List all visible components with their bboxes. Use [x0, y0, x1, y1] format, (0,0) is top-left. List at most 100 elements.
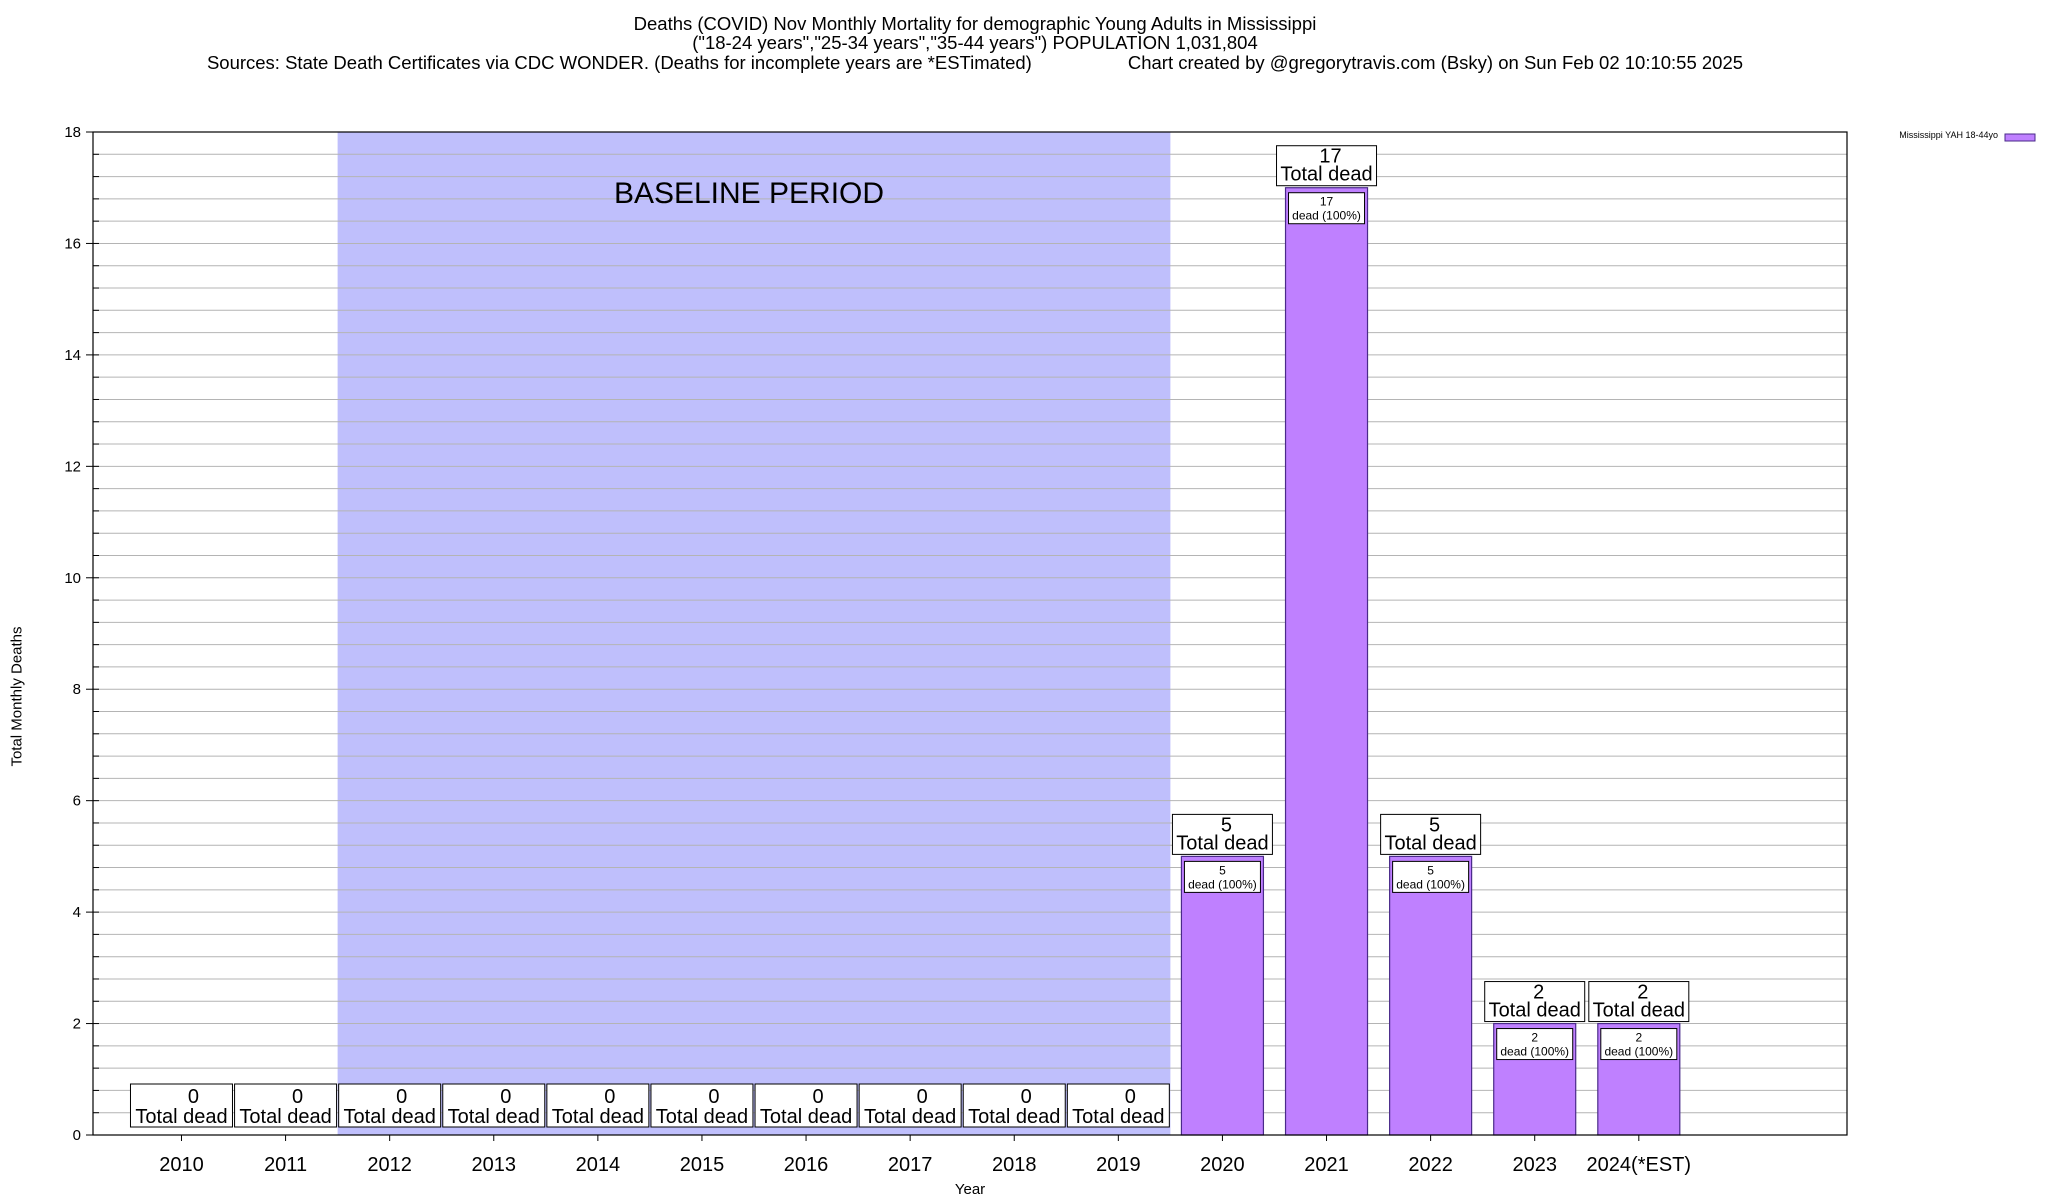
bar-segment-label-box	[1183, 860, 1261, 893]
y-tick-label: 14	[64, 347, 81, 364]
total-value: 0	[604, 1086, 615, 1108]
bar-segment-label-box	[1600, 1028, 1678, 1061]
bar	[1389, 855, 1473, 1136]
total-label-box	[442, 1083, 546, 1128]
x-tick-label: 2012	[367, 1154, 412, 1176]
x-tick-label: 2024(*EST)	[1587, 1154, 1692, 1176]
total-label: Total dead	[239, 1106, 331, 1128]
x-tick-label: 2023	[1512, 1154, 1557, 1176]
total-value: 2	[1533, 982, 1544, 1004]
total-label-box	[338, 1083, 442, 1128]
total-label: Total dead	[1072, 1106, 1164, 1128]
y-tick-label: 16	[64, 235, 81, 252]
total-label-box	[129, 1083, 233, 1128]
baseline-period-label: BASELINE PERIOD	[614, 177, 884, 210]
y-axis-label: Total Monthly Deaths	[8, 626, 26, 767]
total-label: Total dead	[968, 1106, 1060, 1128]
legend-label: Mississippi YAH 18-44yo	[1899, 130, 1998, 140]
total-value: 0	[812, 1086, 823, 1108]
total-label: Total dead	[1593, 1000, 1685, 1022]
total-value: 0	[292, 1086, 303, 1108]
baseline-period-region	[337, 132, 1171, 1135]
bar-segment-value: 5	[1427, 863, 1434, 877]
total-label-box	[546, 1083, 650, 1128]
total-value: 0	[708, 1086, 719, 1108]
total-value: 0	[188, 1086, 199, 1108]
total-label: Total dead	[344, 1106, 436, 1128]
total-value: 2	[1637, 982, 1648, 1004]
bar-segment-label: dead (100%)	[1500, 1045, 1569, 1059]
bar-segment-label: dead (100%)	[1396, 877, 1465, 891]
total-label-box	[962, 1083, 1066, 1128]
plot-frame	[92, 131, 1848, 1136]
y-tick-label: 8	[73, 681, 81, 698]
total-label: Total dead	[448, 1106, 540, 1128]
x-tick-label: 2013	[472, 1154, 517, 1176]
bar-segment-label-box	[1496, 1028, 1574, 1061]
total-value: 5	[1221, 814, 1232, 836]
bar-segment-value: 2	[1635, 1031, 1642, 1045]
total-label: Total dead	[552, 1106, 644, 1128]
chart-subtitle: ("18-24 years","25-34 years","35-44 year…	[692, 32, 1258, 53]
bar-segment-label: dead (100%)	[1188, 877, 1257, 891]
total-label: Total dead	[1384, 832, 1476, 854]
total-label-box	[858, 1083, 962, 1128]
bar-segment-label-box	[1392, 860, 1470, 893]
x-tick-label: 2014	[576, 1154, 621, 1176]
x-tick-label: 2017	[888, 1154, 933, 1176]
total-label: Total dead	[864, 1106, 956, 1128]
total-label: Total dead	[760, 1106, 852, 1128]
y-tick-label: 0	[73, 1127, 81, 1144]
total-value: 0	[396, 1086, 407, 1108]
x-tick-label: 2020	[1200, 1154, 1245, 1176]
x-tick-label: 2010	[159, 1154, 204, 1176]
y-tick-label: 6	[73, 793, 81, 810]
total-label: Total dead	[1280, 164, 1372, 186]
bar-segment-value: 17	[1320, 195, 1334, 209]
bar	[1284, 187, 1369, 1136]
total-label: Total dead	[1489, 1000, 1581, 1022]
total-label-box	[650, 1083, 754, 1128]
y-tick-label: 12	[64, 458, 81, 475]
x-axis-label: Year	[954, 1181, 986, 1198]
x-tick-label: 2018	[992, 1154, 1037, 1176]
bar-segment-value: 2	[1531, 1031, 1538, 1045]
x-tick-label: 2011	[264, 1154, 307, 1176]
x-tick-label: 2022	[1408, 1154, 1453, 1176]
x-tick-label: 2019	[1096, 1154, 1141, 1176]
total-value: 0	[1125, 1086, 1136, 1108]
y-tick-label: 18	[64, 124, 81, 141]
x-tick-label: 2021	[1304, 1154, 1349, 1176]
bar-segment-label: dead (100%)	[1292, 209, 1361, 223]
total-value: 0	[1021, 1086, 1032, 1108]
total-value: 0	[917, 1086, 928, 1108]
legend-swatch	[2004, 133, 2036, 142]
chart-sources-line: Sources: State Death Certificates via CD…	[0, 53, 1950, 73]
total-value: 17	[1319, 146, 1341, 168]
total-label: Total dead	[656, 1106, 748, 1128]
y-tick-label: 10	[64, 570, 81, 587]
bar	[1180, 855, 1265, 1136]
y-tick-label: 4	[73, 904, 81, 921]
bar-segment-value: 5	[1219, 863, 1226, 877]
bar-segment-label-box	[1288, 192, 1366, 225]
total-label-box	[1484, 981, 1586, 1023]
chart-credit: Chart created by @gregorytravis.com (Bsk…	[1127, 52, 1744, 73]
x-tick-label: 2016	[784, 1154, 829, 1176]
chart-sources: Sources: State Death Certificates via CD…	[206, 52, 1032, 73]
bar-segment-label: dead (100%)	[1604, 1045, 1673, 1059]
total-label-box	[1066, 1083, 1170, 1128]
total-label: Total dead	[135, 1106, 227, 1128]
total-label-box	[234, 1083, 338, 1128]
total-label: Total dead	[1176, 832, 1268, 854]
total-value: 5	[1429, 814, 1440, 836]
chart-title: Deaths (COVID) Nov Monthly Mortality for…	[633, 13, 1317, 34]
x-tick-label: 2015	[680, 1154, 725, 1176]
total-label-box	[1588, 981, 1690, 1023]
total-label-box	[754, 1083, 858, 1128]
total-value: 0	[500, 1086, 511, 1108]
total-label-box	[1171, 813, 1273, 855]
total-label-box	[1380, 813, 1482, 855]
y-tick-label: 2	[73, 1016, 81, 1033]
